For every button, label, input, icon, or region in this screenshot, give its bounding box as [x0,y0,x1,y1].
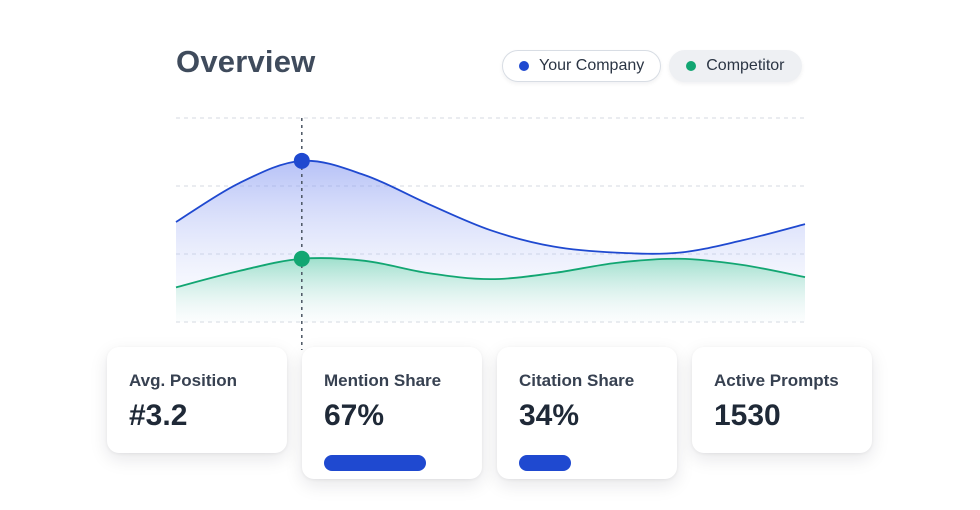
dot-icon [686,61,697,71]
data-point-competitor [293,250,310,267]
area-fill-competitor [176,258,805,322]
legend-label: Your Company [539,57,645,74]
page-title: Overview [176,44,316,79]
series-line-competitor [175,257,806,289]
series-line-your-company [175,159,806,255]
stat-value: #3.2 [129,399,188,432]
legend-toggle-competitor[interactable]: Competitor [669,50,802,82]
legend-toggle-your-company[interactable]: Your Company [502,50,662,82]
stat-card-mention-share: Mention Share 67% [302,347,482,479]
stat-card-citation-share: Citation Share 34% [497,347,677,479]
stat-value: 34% [519,399,580,432]
stat-label: Mention Share [324,371,442,390]
legend-label: Competitor [706,57,785,74]
stat-card-active-prompts: Active Prompts 1530 [692,347,872,453]
stat-label: Citation Share [519,371,635,390]
stat-value: 1530 [714,399,781,432]
legend: Your Company Competitor [502,50,802,82]
stat-value: 67% [324,399,385,432]
progress-bar [324,455,426,471]
data-point-your-company [293,152,310,169]
progress-bar [519,455,571,471]
stat-card-avg-position: Avg. Position #3.2 [107,347,287,453]
dot-icon [519,61,529,71]
stat-label: Avg. Position [129,371,237,390]
stat-label: Active Prompts [714,371,839,390]
